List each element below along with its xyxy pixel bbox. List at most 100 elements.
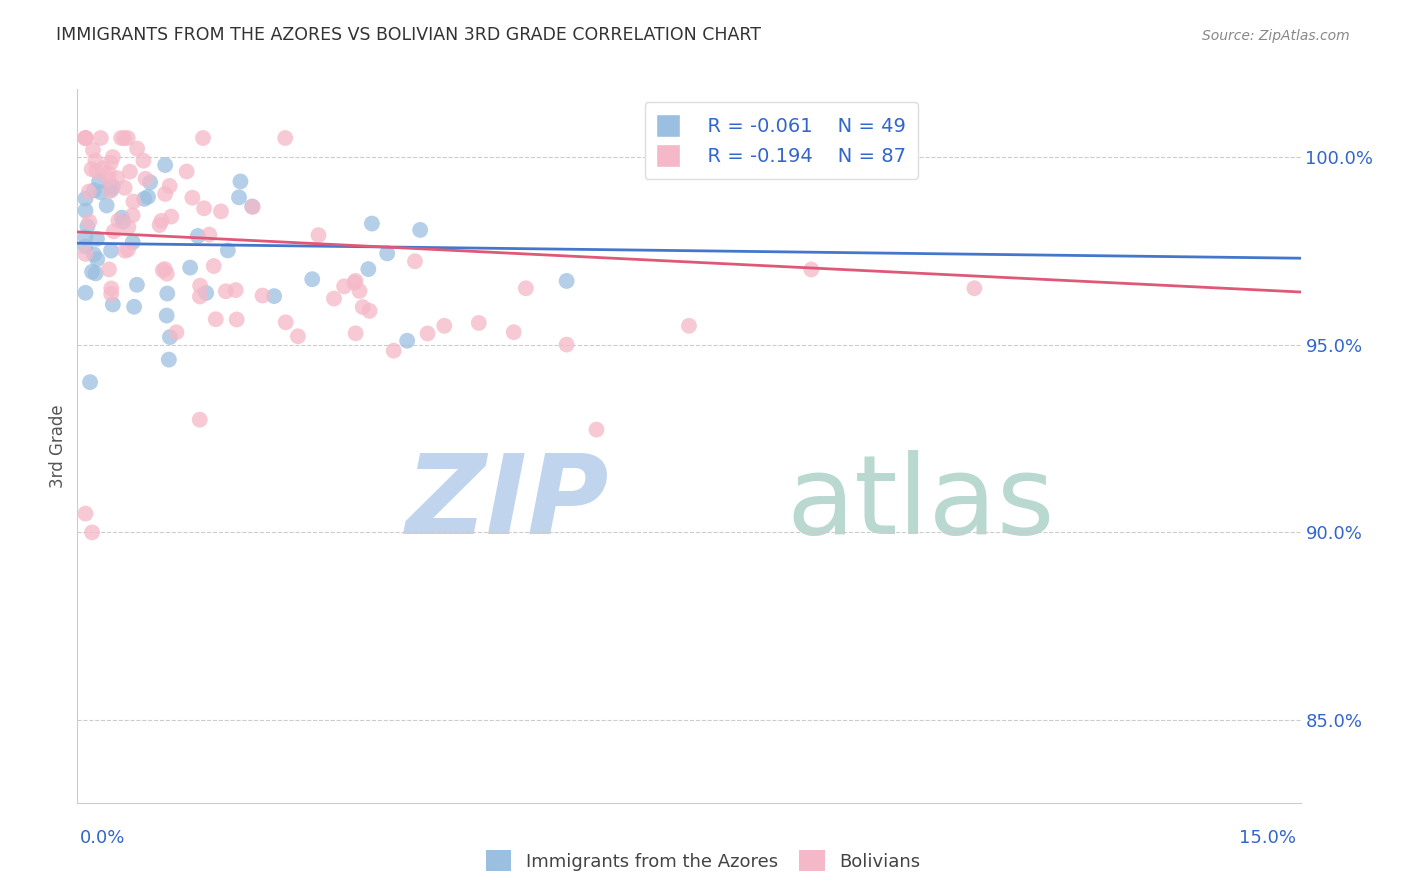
- Point: [274, 315, 297, 329]
- Point: [179, 260, 201, 275]
- Point: [117, 243, 139, 257]
- Point: [188, 278, 211, 293]
- Point: [107, 213, 129, 227]
- Point: [468, 316, 491, 330]
- Point: [100, 183, 122, 197]
- Point: [80, 525, 103, 540]
- Point: [555, 274, 578, 288]
- Point: [357, 262, 380, 277]
- Point: [301, 272, 323, 286]
- Point: [153, 158, 176, 172]
- Point: [800, 262, 823, 277]
- Point: [152, 263, 174, 277]
- Point: [841, 146, 863, 161]
- Point: [555, 337, 578, 351]
- Point: [344, 326, 367, 341]
- Point: [188, 289, 211, 303]
- Point: [323, 292, 346, 306]
- Point: [165, 326, 187, 340]
- Point: [409, 223, 432, 237]
- Point: [139, 175, 162, 189]
- Point: [100, 155, 122, 169]
- Point: [352, 300, 374, 314]
- Text: 0.0%: 0.0%: [80, 829, 125, 847]
- Point: [82, 143, 104, 157]
- Point: [125, 277, 148, 292]
- Y-axis label: 3rd Grade: 3rd Grade: [49, 404, 67, 488]
- Point: [150, 214, 173, 228]
- Point: [80, 162, 103, 177]
- Point: [134, 192, 156, 206]
- Point: [83, 247, 105, 261]
- Point: [86, 252, 108, 266]
- Point: [396, 334, 419, 348]
- Point: [193, 202, 215, 216]
- Point: [159, 330, 181, 344]
- Point: [101, 179, 124, 194]
- Legend:   R = -0.061    N = 49,   R = -0.194    N = 87: R = -0.061 N = 49, R = -0.194 N = 87: [644, 103, 918, 178]
- Point: [127, 142, 149, 156]
- Point: [75, 285, 97, 300]
- Point: [153, 186, 176, 201]
- Point: [86, 232, 108, 246]
- Point: [225, 312, 247, 326]
- Point: [382, 343, 405, 358]
- Point: [91, 161, 114, 176]
- Point: [114, 181, 136, 195]
- Point: [90, 131, 112, 145]
- Point: [97, 166, 120, 180]
- Point: [98, 262, 121, 277]
- Point: [156, 309, 179, 323]
- Point: [181, 191, 204, 205]
- Point: [75, 192, 97, 206]
- Point: [75, 247, 97, 261]
- Point: [96, 198, 118, 212]
- Point: [225, 283, 247, 297]
- Point: [240, 199, 263, 213]
- Point: [121, 208, 143, 222]
- Point: [215, 285, 238, 299]
- Point: [105, 171, 128, 186]
- Point: [349, 284, 371, 298]
- Point: [100, 244, 122, 258]
- Point: [359, 303, 381, 318]
- Point: [84, 266, 107, 280]
- Point: [209, 204, 232, 219]
- Legend: Immigrants from the Azores, Bolivians: Immigrants from the Azores, Bolivians: [478, 843, 928, 879]
- Point: [585, 423, 607, 437]
- Point: [287, 329, 309, 343]
- Point: [344, 274, 367, 288]
- Point: [217, 244, 239, 258]
- Point: [375, 246, 398, 260]
- Point: [101, 297, 124, 311]
- Point: [134, 171, 156, 186]
- Point: [361, 217, 384, 231]
- Point: [188, 413, 211, 427]
- Point: [132, 153, 155, 168]
- Point: [153, 262, 176, 277]
- Point: [122, 194, 145, 209]
- Point: [343, 276, 366, 290]
- Point: [100, 287, 122, 301]
- Point: [117, 131, 139, 145]
- Point: [111, 211, 134, 225]
- Text: ZIP: ZIP: [406, 450, 609, 557]
- Point: [79, 214, 101, 228]
- Point: [308, 228, 330, 243]
- Point: [75, 230, 97, 244]
- Point: [112, 131, 135, 145]
- Point: [112, 214, 135, 228]
- Point: [86, 164, 108, 178]
- Point: [195, 285, 218, 300]
- Point: [160, 210, 183, 224]
- Point: [242, 200, 264, 214]
- Point: [89, 174, 111, 188]
- Point: [404, 254, 426, 268]
- Point: [187, 229, 209, 244]
- Point: [416, 326, 439, 341]
- Text: Source: ZipAtlas.com: Source: ZipAtlas.com: [1202, 29, 1350, 43]
- Point: [79, 375, 101, 389]
- Point: [122, 300, 145, 314]
- Point: [76, 219, 98, 234]
- Point: [228, 190, 250, 204]
